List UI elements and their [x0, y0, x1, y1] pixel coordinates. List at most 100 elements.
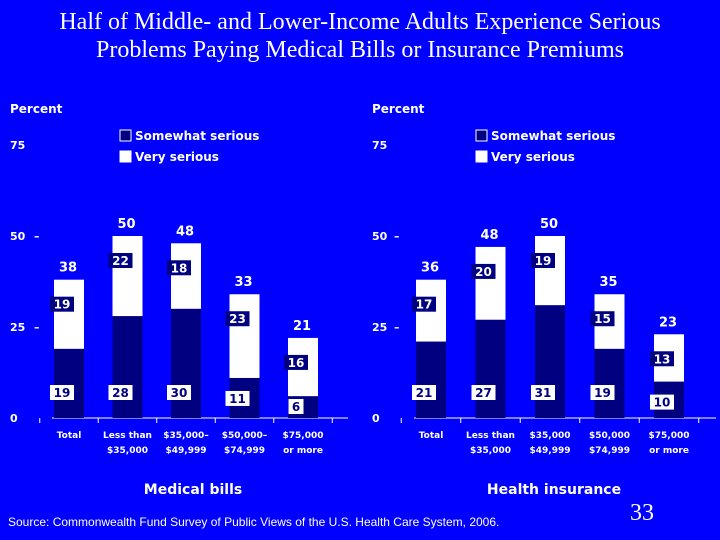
bills-legend-swatch-somewhat-serious [119, 129, 132, 142]
insurance-data-label-somewhat-serious-box [650, 394, 674, 410]
bills-legend-label-somewhat-serious: Somewhat serious [135, 129, 259, 143]
insurance-bar-somewhat-serious [594, 348, 625, 418]
bills-x-category-label: $35,000 [107, 446, 148, 456]
insurance-data-label-somewhat-serious: 19 [594, 386, 611, 400]
insurance-data-label-total: 35 [599, 275, 617, 290]
bills-x-category-label: $35,000– [163, 431, 209, 441]
insurance-data-label-very-serious: 19 [535, 254, 552, 268]
insurance-y-tick-label: 50 [372, 230, 388, 243]
slide-title: Half of Middle- and Lower-Income Adults … [0, 8, 720, 64]
insurance-y-tick-dash: – [394, 230, 400, 243]
insurance-panel-title: Health insurance [487, 482, 621, 498]
bills-data-label-total: 21 [293, 319, 311, 334]
insurance-x-category-label: Total [419, 431, 444, 441]
title-line-1: Half of Middle- and Lower-Income Adults … [59, 9, 661, 35]
insurance-data-label-very-serious: 15 [594, 312, 611, 326]
insurance-x-category-label: Less than [466, 431, 515, 441]
insurance-legend-label-very-serious: Very serious [491, 150, 575, 164]
bills-data-label-very-serious: 18 [171, 261, 188, 275]
bills-bar-very-serious [229, 294, 260, 378]
bills-legend-label-very-serious: Very serious [135, 150, 219, 164]
insurance-y-tick-label: 25 [372, 321, 387, 334]
insurance-bar-somewhat-serious [535, 305, 565, 418]
insurance-y-tick-label: 75 [372, 139, 387, 152]
bills-bar-very-serious [54, 279, 84, 349]
bills-bar-somewhat-serious [112, 316, 143, 418]
bills-bar-somewhat-serious [54, 348, 84, 418]
bills-y-tick-label: 50 [10, 230, 26, 243]
bills-data-label-very-serious-box [108, 253, 133, 268]
insurance-legend-swatch-very-serious [475, 150, 488, 163]
bills-bar-very-serious [112, 236, 143, 317]
insurance-data-label-somewhat-serious: 10 [654, 396, 671, 410]
bills-bar-very-serious [171, 243, 201, 309]
insurance-data-label-somewhat-serious: 31 [535, 386, 552, 400]
insurance-data-label-total: 48 [480, 228, 498, 243]
insurance-y-tick-dash: – [394, 321, 400, 334]
bills-y-tick-dash: – [34, 321, 40, 334]
insurance-x-category-label: $75,000 [649, 431, 690, 441]
insurance-data-label-somewhat-serious-box [590, 385, 615, 400]
bills-data-label-somewhat-serious: 11 [229, 392, 246, 406]
bills-x-category-label: $49,999 [166, 446, 207, 456]
bills-x-category-label: $50,000– [222, 431, 268, 441]
bills-bar-somewhat-serious [171, 308, 201, 418]
insurance-bar-somewhat-serious [475, 319, 506, 418]
bills-data-label-somewhat-serious: 30 [171, 386, 188, 400]
insurance-data-label-very-serious: 17 [416, 298, 433, 312]
page-number: 33 [630, 500, 654, 526]
bills-y-tick-label: 0 [10, 412, 18, 425]
bills-data-label-somewhat-serious-box [50, 385, 74, 400]
bills-data-label-very-serious: 23 [229, 312, 246, 326]
insurance-data-label-very-serious-box [590, 311, 615, 327]
bills-data-label-total: 33 [234, 275, 252, 290]
title-line-2: Problems Paying Medical Bills or Insuran… [96, 37, 624, 63]
insurance-y-axis-label: Percent [372, 102, 425, 116]
insurance-data-label-somewhat-serious-box [471, 385, 496, 400]
insurance-data-label-somewhat-serious: 27 [475, 386, 492, 400]
insurance-x-category-label: $35,000 [470, 446, 511, 456]
source-note: Source: Commonwealth Fund Survey of Publ… [8, 515, 500, 529]
bills-x-category-label: Total [57, 431, 82, 441]
bills-data-label-somewhat-serious-box [167, 385, 191, 400]
insurance-data-label-total: 50 [540, 217, 558, 232]
insurance-data-label-very-serious-box [531, 253, 555, 268]
insurance-x-category-label: or more [649, 446, 689, 456]
insurance-data-label-very-serious-box [471, 263, 496, 279]
bills-data-label-very-serious-box [284, 354, 308, 370]
bills-x-category-label: Less than [103, 431, 152, 441]
bills-y-axis-label: Percent [10, 102, 63, 116]
insurance-legend-label-somewhat-serious: Somewhat serious [491, 129, 615, 143]
bills-data-label-very-serious: 22 [112, 254, 129, 268]
insurance-x-category-label: $74,999 [589, 446, 630, 456]
bills-data-label-total: 48 [176, 224, 194, 239]
bills-x-category-label: $75,000 [283, 431, 324, 441]
insurance-x-category-label: $50,000 [589, 431, 630, 441]
bills-data-label-somewhat-serious-box [225, 390, 250, 406]
insurance-x-category-label: $49,999 [530, 446, 571, 456]
bills-legend-swatch-very-serious [119, 150, 132, 163]
insurance-bar-very-serious [475, 246, 506, 320]
insurance-data-label-somewhat-serious: 21 [416, 386, 433, 400]
bills-data-label-somewhat-serious-box [108, 385, 133, 400]
bills-y-tick-label: 75 [10, 139, 25, 152]
bills-data-label-somewhat-serious-box [288, 399, 304, 414]
bills-data-label-total: 38 [59, 261, 77, 276]
insurance-data-label-somewhat-serious-box [531, 385, 555, 400]
insurance-data-label-very-serious-box [650, 351, 674, 367]
bills-x-category-label: $74,999 [224, 446, 265, 456]
bills-y-tick-dash: – [34, 230, 40, 243]
bills-data-label-very-serious-box [167, 260, 191, 276]
insurance-data-label-very-serious: 13 [654, 352, 671, 366]
insurance-data-label-very-serious: 20 [475, 265, 492, 279]
insurance-data-label-total: 36 [421, 261, 439, 276]
insurance-bar-very-serious [535, 236, 565, 306]
bills-data-label-somewhat-serious: 6 [292, 400, 300, 414]
bills-x-category-label: or more [283, 446, 323, 456]
insurance-data-label-total: 23 [659, 315, 677, 330]
insurance-y-tick-label: 0 [372, 412, 380, 425]
bills-data-label-very-serious-box [225, 311, 250, 327]
bills-data-label-somewhat-serious: 28 [112, 386, 129, 400]
bills-y-tick-label: 25 [10, 321, 25, 334]
insurance-data-label-very-serious-box [412, 296, 436, 312]
